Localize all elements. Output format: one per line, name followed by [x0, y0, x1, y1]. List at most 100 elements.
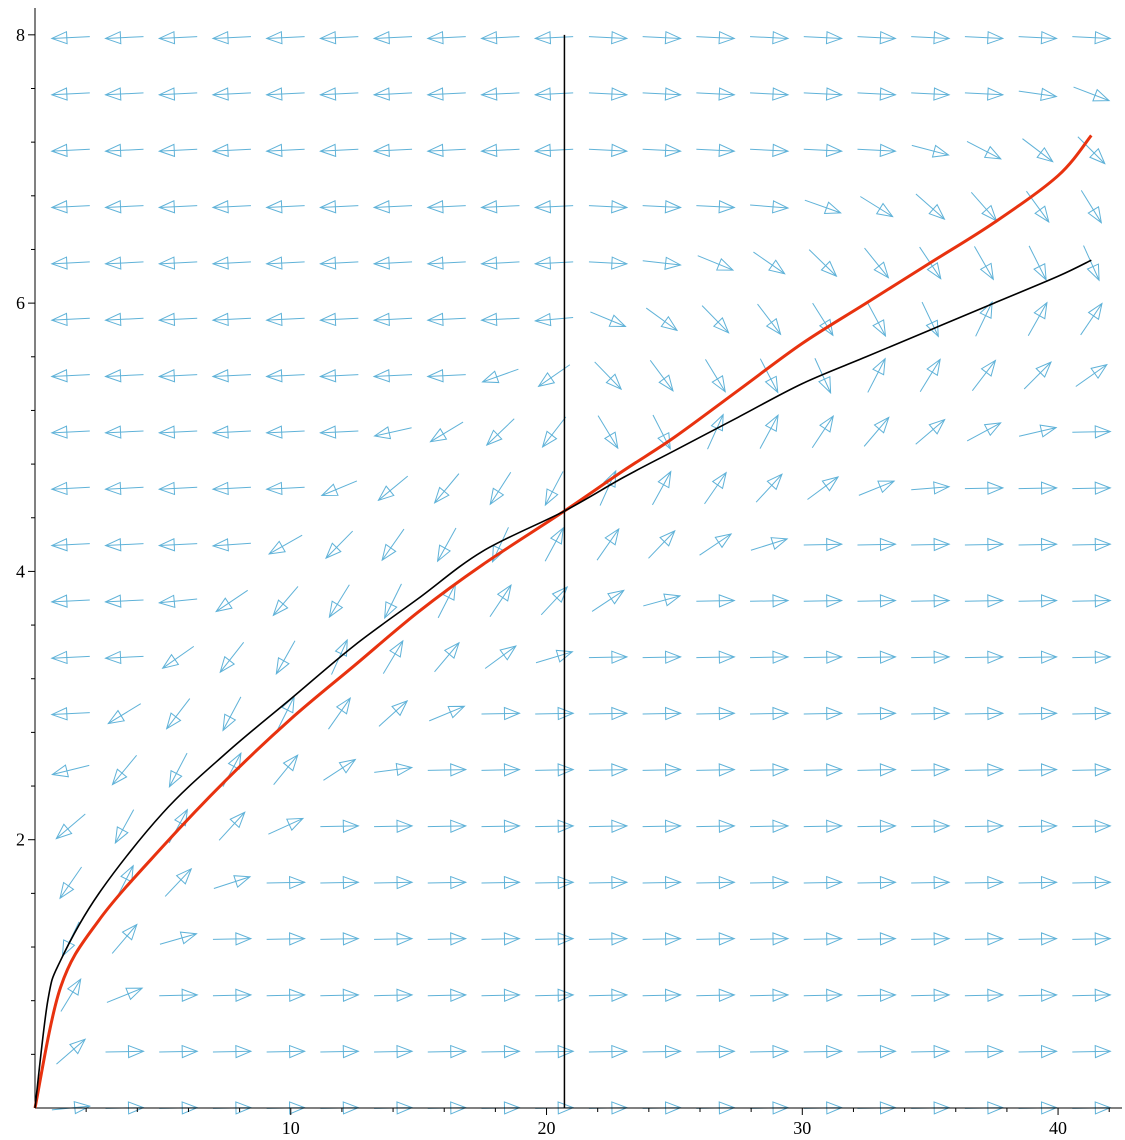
field-arrow — [964, 875, 1005, 890]
field-arrow — [966, 422, 1002, 442]
field-arrow — [696, 875, 736, 890]
field-arrow — [964, 706, 1005, 721]
field-arrow — [857, 30, 897, 45]
field-arrow — [750, 932, 790, 946]
field-arrow — [699, 533, 733, 556]
field-arrow — [975, 300, 993, 337]
field-arrow — [533, 199, 574, 214]
field-arrow — [535, 819, 575, 833]
field-arrow — [320, 932, 360, 946]
field-arrow — [1018, 1044, 1058, 1059]
field-arrow — [374, 988, 414, 1002]
field-arrow — [374, 1044, 414, 1059]
field-arrow — [696, 706, 736, 721]
field-arrow — [211, 199, 251, 214]
field-arrow — [535, 988, 575, 1002]
field-arrow — [535, 932, 575, 946]
field-arrow — [642, 256, 682, 270]
field-arrow — [157, 143, 198, 158]
field-arrow — [481, 819, 521, 833]
field-arrow — [970, 191, 998, 222]
field-arrow — [863, 416, 890, 447]
field-arrow — [319, 199, 359, 214]
field-arrow — [807, 476, 840, 500]
field-arrow — [382, 639, 404, 674]
field-arrow — [104, 538, 144, 552]
field-arrow — [426, 30, 466, 45]
field-arrow — [426, 256, 466, 270]
field-arrow — [426, 87, 466, 101]
field-arrow — [588, 763, 629, 777]
field-arrow — [803, 650, 844, 664]
field-arrow — [1018, 875, 1058, 890]
field-arrow — [372, 199, 413, 214]
field-arrow — [857, 650, 897, 664]
field-arrow — [811, 414, 834, 449]
field-arrow — [104, 199, 144, 214]
field-arrow — [696, 988, 736, 1002]
field-arrow — [533, 143, 574, 158]
field-arrow — [211, 312, 251, 327]
field-arrow — [265, 425, 305, 439]
field-arrow — [427, 875, 468, 890]
field-arrow — [159, 1044, 199, 1059]
y-tick-label-4: 4 — [16, 561, 25, 581]
field-arrow — [50, 143, 90, 158]
field-arrow — [157, 30, 198, 45]
field-arrow — [964, 763, 1005, 777]
field-arrow — [857, 706, 897, 721]
field-arrow — [642, 199, 682, 214]
field-arrow — [642, 30, 682, 45]
field-arrow — [275, 640, 296, 675]
field-arrow — [266, 875, 306, 890]
field-arrow — [911, 537, 951, 552]
field-arrow — [1072, 537, 1112, 552]
field-arrow — [1023, 361, 1052, 390]
field-arrow — [1018, 481, 1058, 495]
field-arrow — [857, 594, 897, 608]
field-arrow — [372, 256, 413, 270]
field-arrow — [1072, 594, 1112, 608]
field-arrow — [265, 369, 305, 383]
field-arrow — [165, 698, 191, 730]
field-arrow — [540, 586, 569, 616]
field-arrow — [705, 359, 726, 393]
field-arrow — [535, 649, 574, 664]
field-arrow — [750, 650, 790, 664]
field-arrow — [320, 875, 360, 890]
field-arrow — [1072, 763, 1112, 777]
field-arrow — [814, 358, 832, 395]
field-arrow — [426, 199, 466, 214]
field-arrow — [867, 357, 886, 393]
field-arrow — [750, 537, 789, 551]
field-arrow — [266, 988, 306, 1002]
field-arrow — [1073, 86, 1111, 102]
field-arrow — [1072, 988, 1112, 1002]
field-arrow — [911, 819, 951, 833]
field-arrow — [759, 358, 779, 394]
field-arrow — [652, 414, 671, 451]
field-arrow — [915, 193, 946, 220]
field-arrow — [964, 1044, 1005, 1059]
field-arrow — [328, 584, 350, 619]
field-arrow — [480, 30, 520, 45]
field-arrow — [588, 199, 629, 214]
x-tick-label-30: 30 — [793, 1118, 811, 1138]
field-arrow — [265, 87, 305, 101]
field-arrow — [642, 706, 682, 721]
field-arrow — [157, 369, 198, 383]
field-arrow — [161, 645, 195, 669]
field-arrow — [911, 763, 951, 777]
field-arrow — [964, 819, 1005, 833]
field-arrow — [649, 360, 674, 392]
axis-ticks — [28, 34, 1110, 1115]
field-arrow — [319, 369, 359, 383]
field-arrow — [50, 650, 90, 665]
field-arrow — [964, 87, 1005, 101]
field-arrow — [1028, 245, 1047, 282]
field-arrow — [642, 143, 682, 158]
field-arrow — [1072, 706, 1112, 721]
field-arrow — [426, 143, 466, 158]
field-arrow — [1018, 706, 1058, 721]
